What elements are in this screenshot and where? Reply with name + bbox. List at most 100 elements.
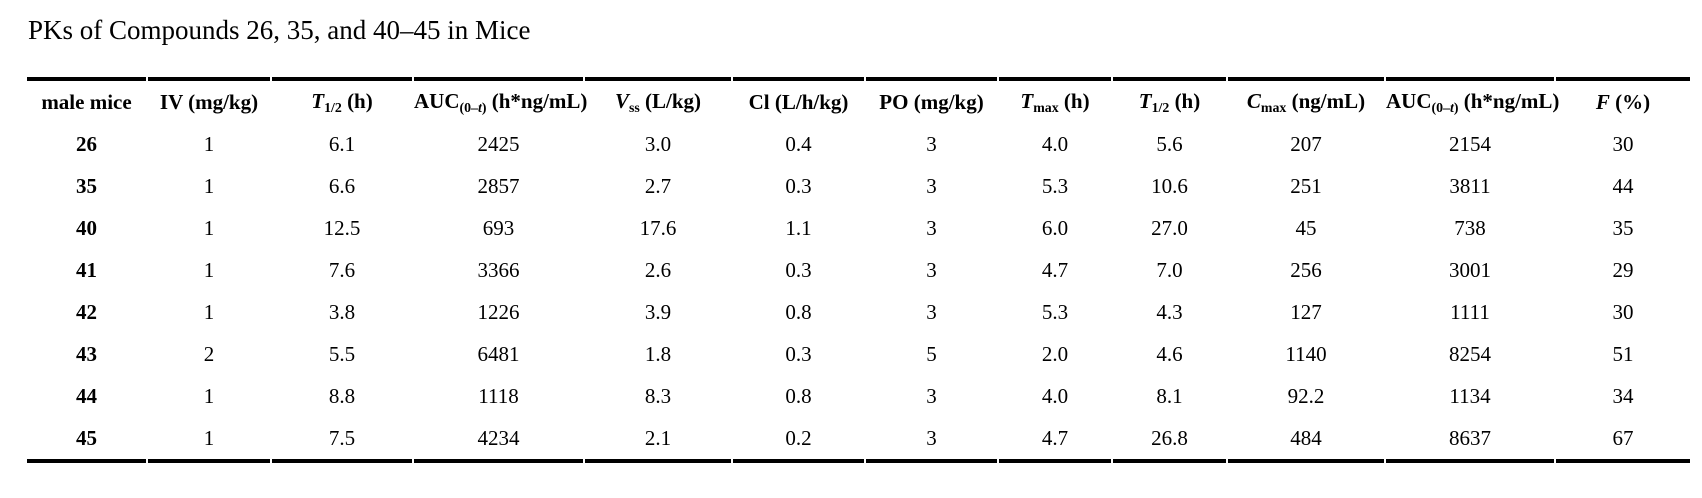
value-cell: 1: [203, 257, 215, 282]
value-cell: 3366: [477, 257, 520, 282]
compound-id-cell: 45: [27, 417, 146, 464]
table-header: male mice IV (mg/kg) T1/2 (h) AUC(0–t) (h*n…: [27, 77, 1690, 123]
header-unit: (h*ng/mL): [486, 88, 588, 113]
value-cell: 3: [926, 299, 937, 324]
subscript-italic: t: [1449, 99, 1454, 115]
value-cell: 5.3: [1041, 173, 1069, 198]
value-cell: 738: [1454, 215, 1486, 240]
value-cell: 2.6: [644, 257, 672, 282]
value-cell: 256: [1290, 257, 1322, 282]
column-header-f-percent: F (%): [1556, 77, 1690, 123]
value-cell: 10.6: [1151, 173, 1188, 198]
value-cell: 2857: [477, 173, 520, 198]
value-cell: 6.6: [328, 173, 356, 198]
value-cell: 8.1: [1156, 383, 1183, 408]
value-cell: 251: [1290, 173, 1322, 198]
header-unit: (h): [341, 88, 373, 113]
value-cell: 1: [203, 299, 215, 324]
value-cell: 0.8: [785, 299, 812, 324]
column-header-clearance: Cl (L/h/kg): [733, 77, 864, 123]
header-symbol: C: [1246, 88, 1261, 113]
subscript-text: max: [1260, 99, 1287, 115]
subscript-text: 1/2: [324, 99, 342, 115]
table-row: 26 1 6.1 2425 3.0 0.4 3 4.0 5.6 207 2154 30: [27, 123, 1690, 165]
table-body: 26 1 6.1 2425 3.0 0.4 3 4.0 5.6 207 2154 30 35 1 6.6 28…: [27, 123, 1690, 464]
header-text: AUC: [1386, 88, 1432, 113]
subscript-text: max: [1033, 99, 1059, 115]
value-cell: 484: [1228, 417, 1384, 464]
header-text: male mice: [41, 89, 132, 114]
value-cell: 1: [203, 173, 215, 198]
value-cell: 29: [1612, 257, 1634, 282]
value-cell: 6.0: [1041, 215, 1069, 240]
value-cell: 7.6: [328, 257, 356, 282]
value-cell: 27.0: [1151, 215, 1188, 240]
table-row: 41 1 7.6 3366 2.6 0.3 3 4.7 7.0 256 3001 29: [27, 249, 1690, 291]
value-cell: 1: [203, 215, 215, 240]
table-row: 43 2 5.5 6481 1.8 0.3 5 2.0 4.6 1140 8254 51: [27, 333, 1690, 375]
value-cell: 3: [926, 173, 937, 198]
value-cell: 12.5: [323, 215, 361, 240]
header-subscript: 1/2: [1152, 100, 1170, 115]
value-cell: 693: [482, 215, 515, 240]
value-cell: 4.7: [999, 417, 1111, 464]
value-cell: 1: [148, 417, 270, 464]
subscript-text: (0–: [459, 99, 478, 115]
value-cell: 3.0: [644, 131, 672, 156]
value-cell: 6.1: [328, 131, 356, 156]
value-cell: 5.3: [1041, 299, 1069, 324]
column-header-t-half-po: T1/2 (h): [1113, 77, 1226, 123]
subscript-text: ss: [628, 99, 640, 115]
column-header-po-dose: PO (mg/kg): [866, 77, 997, 123]
value-cell: 3: [866, 417, 997, 464]
header-symbol: F: [1595, 89, 1610, 114]
value-cell: 3: [926, 383, 937, 408]
value-cell: 4234: [414, 417, 583, 464]
header-text: Cl (L/h/kg): [748, 89, 849, 114]
table-row: 40 1 12.5 693 17.6 1.1 3 6.0 27.0 45 738 35: [27, 207, 1690, 249]
value-cell: 0.3: [785, 173, 812, 198]
header-symbol: T: [1138, 88, 1152, 113]
subscript-text: ): [1453, 99, 1459, 115]
value-cell: 1.1: [785, 215, 812, 240]
header-subscript: (0–t): [1432, 100, 1459, 115]
value-cell: 0.3: [785, 341, 812, 366]
value-cell: 0.4: [785, 131, 812, 156]
value-cell: 1134: [1449, 383, 1491, 408]
value-cell: 4.0: [1041, 131, 1069, 156]
column-header-vss: Vss (L/kg): [585, 77, 731, 123]
value-cell: 7.0: [1156, 257, 1183, 282]
compound-id-cell: 40: [76, 215, 97, 240]
compound-id-cell: 44: [76, 383, 97, 408]
value-cell: 8637: [1386, 417, 1554, 464]
pk-table: male mice IV (mg/kg) T1/2 (h) AUC(0–t) (h*n…: [25, 77, 1692, 464]
value-cell: 1: [203, 383, 215, 408]
value-cell: 2425: [477, 131, 520, 156]
paper-page: PKs of Compounds 26, 35, and 40–45 in Mi…: [0, 14, 1702, 498]
table-row: 42 1 3.8 1226 3.9 0.8 3 5.3 4.3 127 1111 30: [27, 291, 1690, 333]
value-cell: 30: [1612, 131, 1634, 156]
value-cell: 5.6: [1156, 131, 1183, 156]
value-cell: 2: [203, 341, 215, 366]
header-unit: (%): [1609, 89, 1651, 114]
column-header-cmax: Cmax (ng/mL): [1228, 77, 1384, 123]
table-row: 35 1 6.6 2857 2.7 0.3 3 5.3 10.6 251 3811 44: [27, 165, 1690, 207]
subscript-text: ): [481, 99, 487, 115]
column-header-auc-iv: AUC(0–t) (h*ng/mL): [414, 77, 587, 123]
header-unit: (ng/mL): [1286, 88, 1366, 113]
compound-id-cell: 42: [76, 299, 97, 324]
value-cell: 127: [1290, 299, 1322, 324]
header-unit: (L/kg): [639, 88, 702, 113]
value-cell: 2154: [1449, 131, 1491, 156]
value-cell: 3811: [1449, 173, 1491, 198]
value-cell: 3.8: [328, 299, 356, 324]
column-header-iv-dose: IV (mg/kg): [148, 77, 270, 123]
header-subscript: max: [1033, 100, 1058, 115]
value-cell: 3: [926, 257, 937, 282]
header-text: IV (mg/kg): [159, 89, 259, 114]
value-cell: 67: [1556, 417, 1690, 464]
table-title: PKs of Compounds 26, 35, and 40–45 in Mi…: [28, 15, 531, 45]
value-cell: 5.5: [328, 341, 356, 366]
value-cell: 1111: [1450, 299, 1490, 324]
value-cell: 0.3: [785, 257, 812, 282]
